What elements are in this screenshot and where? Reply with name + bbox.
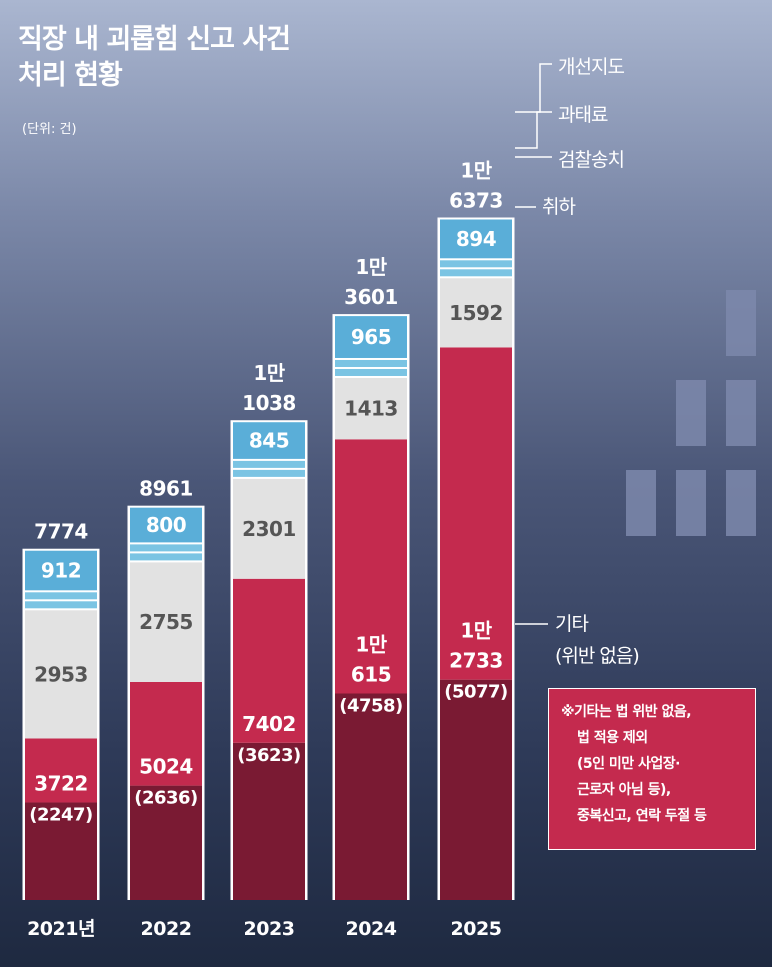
total-value-label: 1만 — [460, 158, 492, 182]
x-tick-label: 2024 — [346, 918, 397, 940]
footnote-line: 법 적용 제외 — [577, 730, 648, 746]
decorative-blocks — [626, 290, 756, 536]
decorative-block — [726, 290, 756, 356]
bar-segment-withdrawal — [440, 278, 512, 348]
leader-line — [515, 63, 552, 113]
bar-0: 912 2953 3722 (2247) 7774 2021년 — [22, 520, 100, 940]
withdrawal-value-label: 2301 — [242, 517, 296, 541]
bar-segment-withdrawal — [130, 562, 202, 682]
bar-segment-fine — [335, 359, 407, 367]
other-value-label: 1만 — [355, 633, 387, 657]
withdrawal-value-label: 2755 — [139, 610, 193, 634]
bar-segment-fine — [233, 460, 305, 468]
correction-value-label: 845 — [249, 429, 289, 453]
footnote-box: ※기타는 법 위반 없음, 법 적용 제외 (5인 미만 사업장· 근로자 아님… — [548, 688, 756, 850]
other-no-violation-label: (2247) — [29, 804, 93, 825]
total-value-label: 7774 — [34, 520, 88, 544]
other-value-label: 3722 — [34, 771, 88, 795]
total-value-label: 1038 — [242, 391, 296, 415]
withdrawal-value-label: 2953 — [34, 662, 88, 686]
decorative-block — [676, 470, 706, 536]
total-value-label: 6373 — [449, 188, 503, 212]
legend-label: 검찰송치 — [558, 149, 624, 171]
bar-segment-other-no-violation — [25, 802, 97, 900]
decorative-block — [726, 470, 756, 536]
bar-3: 965 1413 1만 615 (4758) 1만 3601 2024 — [332, 255, 410, 940]
legend-label: 과태료 — [558, 104, 608, 126]
bar-segment-referral — [440, 269, 512, 277]
decorative-block — [676, 380, 706, 446]
correction-value-label: 912 — [41, 559, 81, 583]
footnote-line: 근로자 아님 등), — [577, 782, 671, 798]
total-value-label: 3601 — [344, 285, 398, 309]
other-value-label: 5024 — [139, 755, 193, 779]
bar-segment-correction — [233, 422, 305, 459]
footnote-line: ※기타는 법 위반 없음, — [561, 704, 692, 720]
bar-segment-referral — [25, 601, 97, 609]
bar-segment-other-no-violation — [130, 785, 202, 900]
withdrawal-value-label: 1413 — [344, 397, 398, 421]
bar-segment-correction — [25, 550, 97, 591]
bar-segment-fine — [130, 544, 202, 552]
other-value-label: 7402 — [242, 712, 296, 736]
other-value-label: 2733 — [449, 649, 503, 673]
other-no-violation-label: (5077) — [444, 682, 508, 703]
legend-label: 개선지도 — [558, 56, 624, 78]
legend-label: 취하 — [542, 196, 575, 218]
bar-segment-fine — [25, 592, 97, 600]
other-no-violation-label: (4758) — [339, 696, 403, 717]
bar-segment-other-no-violation — [335, 693, 407, 900]
title-line: 직장 내 괴롭힘 신고 사건 — [18, 24, 291, 55]
leader-line — [515, 111, 552, 149]
other-no-violation-label: (2636) — [134, 788, 198, 809]
correction-value-label: 800 — [146, 513, 186, 537]
x-tick-label: 2021년 — [27, 918, 95, 940]
footnote-line: 중복신고, 연락 두절 등 — [577, 808, 707, 824]
correction-value-label: 894 — [456, 227, 496, 251]
bar-segment-fine — [440, 260, 512, 268]
decorative-block — [626, 470, 656, 536]
bar-segment-other — [233, 578, 305, 743]
bar-segment-other — [335, 439, 407, 694]
bar-segment-withdrawal — [335, 377, 407, 440]
bar-segment-correction — [130, 507, 202, 543]
other-value-label: 1만 — [460, 619, 492, 643]
bar-groups: 912 2953 3722 (2247) 7774 2021년 800 2755 5024 (26… — [22, 158, 515, 940]
x-tick-label: 2025 — [451, 918, 502, 940]
other-value-label: 615 — [351, 663, 391, 687]
x-tick-label: 2022 — [141, 918, 192, 940]
unit-label: (단위: 건) — [22, 122, 77, 137]
bar-segment-other-no-violation — [233, 742, 305, 900]
bar-segment-withdrawal — [233, 478, 305, 579]
bar-segment-correction — [335, 316, 407, 358]
footnote-line: (5인 미만 사업장· — [577, 756, 681, 772]
bar-segment-referral — [335, 368, 407, 376]
x-tick-label: 2023 — [244, 918, 295, 940]
bar-segment-other-no-violation — [440, 679, 512, 900]
title-line: 처리 현황 — [18, 60, 123, 91]
bar-4: 894 1592 1만 2733 (5077) 1만 6373 2025 — [437, 158, 515, 940]
bar-segment-other — [440, 347, 512, 680]
bar-segment-withdrawal — [25, 610, 97, 739]
total-value-label: 1만 — [355, 255, 387, 279]
withdrawal-value-label: 1592 — [449, 301, 503, 325]
decorative-block — [726, 380, 756, 446]
total-value-label: 1만 — [253, 361, 285, 385]
bar-segment-other — [25, 738, 97, 803]
bar-segment-correction — [440, 219, 512, 259]
legend-label: (위반 없음) — [555, 645, 639, 667]
legend-label: 기타 — [555, 613, 588, 635]
bar-segment-referral — [130, 553, 202, 561]
bar-segment-referral — [233, 469, 305, 477]
bar-1: 800 2755 5024 (2636) 8961 2022 — [127, 477, 205, 940]
chart-title: 직장 내 괴롭힘 신고 사건 처리 현황 — [18, 22, 291, 94]
correction-value-label: 965 — [351, 325, 391, 349]
bar-segment-other — [130, 681, 202, 786]
bar-2: 845 2301 7402 (3623) 1만 1038 2023 — [230, 361, 308, 940]
other-no-violation-label: (3623) — [237, 745, 301, 766]
total-value-label: 8961 — [139, 477, 193, 501]
